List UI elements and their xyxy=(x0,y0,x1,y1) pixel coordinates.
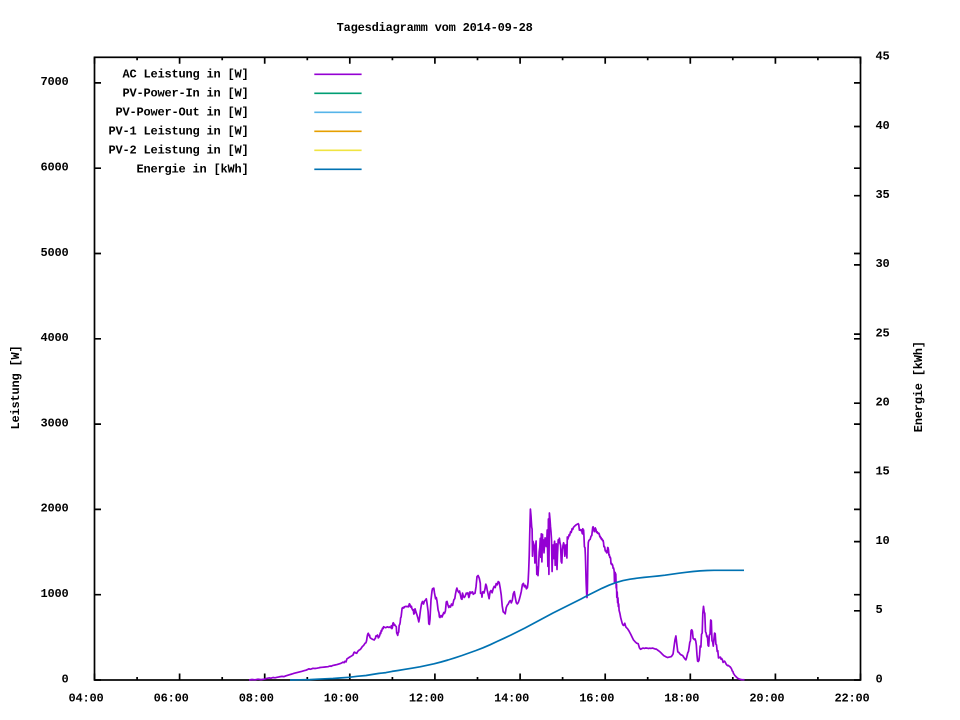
svg-text:3000: 3000 xyxy=(40,416,68,430)
svg-text:25: 25 xyxy=(876,326,890,340)
svg-text:5: 5 xyxy=(876,603,883,617)
svg-text:20: 20 xyxy=(876,396,890,410)
svg-text:PV-Power-Out in [W]: PV-Power-Out in [W] xyxy=(115,106,248,120)
svg-text:22:00: 22:00 xyxy=(834,692,869,706)
svg-text:0: 0 xyxy=(61,672,68,686)
svg-text:6000: 6000 xyxy=(40,161,68,175)
svg-text:16:00: 16:00 xyxy=(579,692,614,706)
svg-text:10:00: 10:00 xyxy=(324,692,359,706)
svg-text:45: 45 xyxy=(876,50,890,64)
svg-text:15: 15 xyxy=(876,465,890,479)
svg-text:PV-Power-In in [W]: PV-Power-In in [W] xyxy=(122,87,248,101)
svg-text:10: 10 xyxy=(876,534,890,548)
svg-text:04:00: 04:00 xyxy=(68,692,103,706)
svg-text:18:00: 18:00 xyxy=(664,692,699,706)
svg-text:40: 40 xyxy=(876,119,890,133)
svg-text:06:00: 06:00 xyxy=(154,692,189,706)
svg-text:PV-1 Leistung in [W]: PV-1 Leistung in [W] xyxy=(108,125,248,139)
svg-text:PV-2 Leistung in [W]: PV-2 Leistung in [W] xyxy=(108,144,248,158)
svg-text:5000: 5000 xyxy=(40,246,68,260)
svg-text:35: 35 xyxy=(876,188,890,202)
svg-text:20:00: 20:00 xyxy=(749,692,784,706)
svg-text:08:00: 08:00 xyxy=(239,692,274,706)
svg-text:Energie in [kWh]: Energie in [kWh] xyxy=(136,163,248,177)
svg-text:7000: 7000 xyxy=(40,75,68,89)
svg-text:2000: 2000 xyxy=(40,502,68,516)
svg-text:12:00: 12:00 xyxy=(409,692,444,706)
svg-text:14:00: 14:00 xyxy=(494,692,529,706)
svg-text:30: 30 xyxy=(876,257,890,271)
svg-text:0: 0 xyxy=(876,672,883,686)
svg-text:1000: 1000 xyxy=(40,587,68,601)
svg-text:4000: 4000 xyxy=(40,331,68,345)
svg-text:AC Leistung in [W]: AC Leistung in [W] xyxy=(122,68,248,82)
svg-text:Tagesdiagramm vom 2014-09-28: Tagesdiagramm vom 2014-09-28 xyxy=(337,21,533,35)
svg-text:Energie [kWh]: Energie [kWh] xyxy=(912,341,926,432)
svg-text:Leistung [W]: Leistung [W] xyxy=(9,345,23,429)
